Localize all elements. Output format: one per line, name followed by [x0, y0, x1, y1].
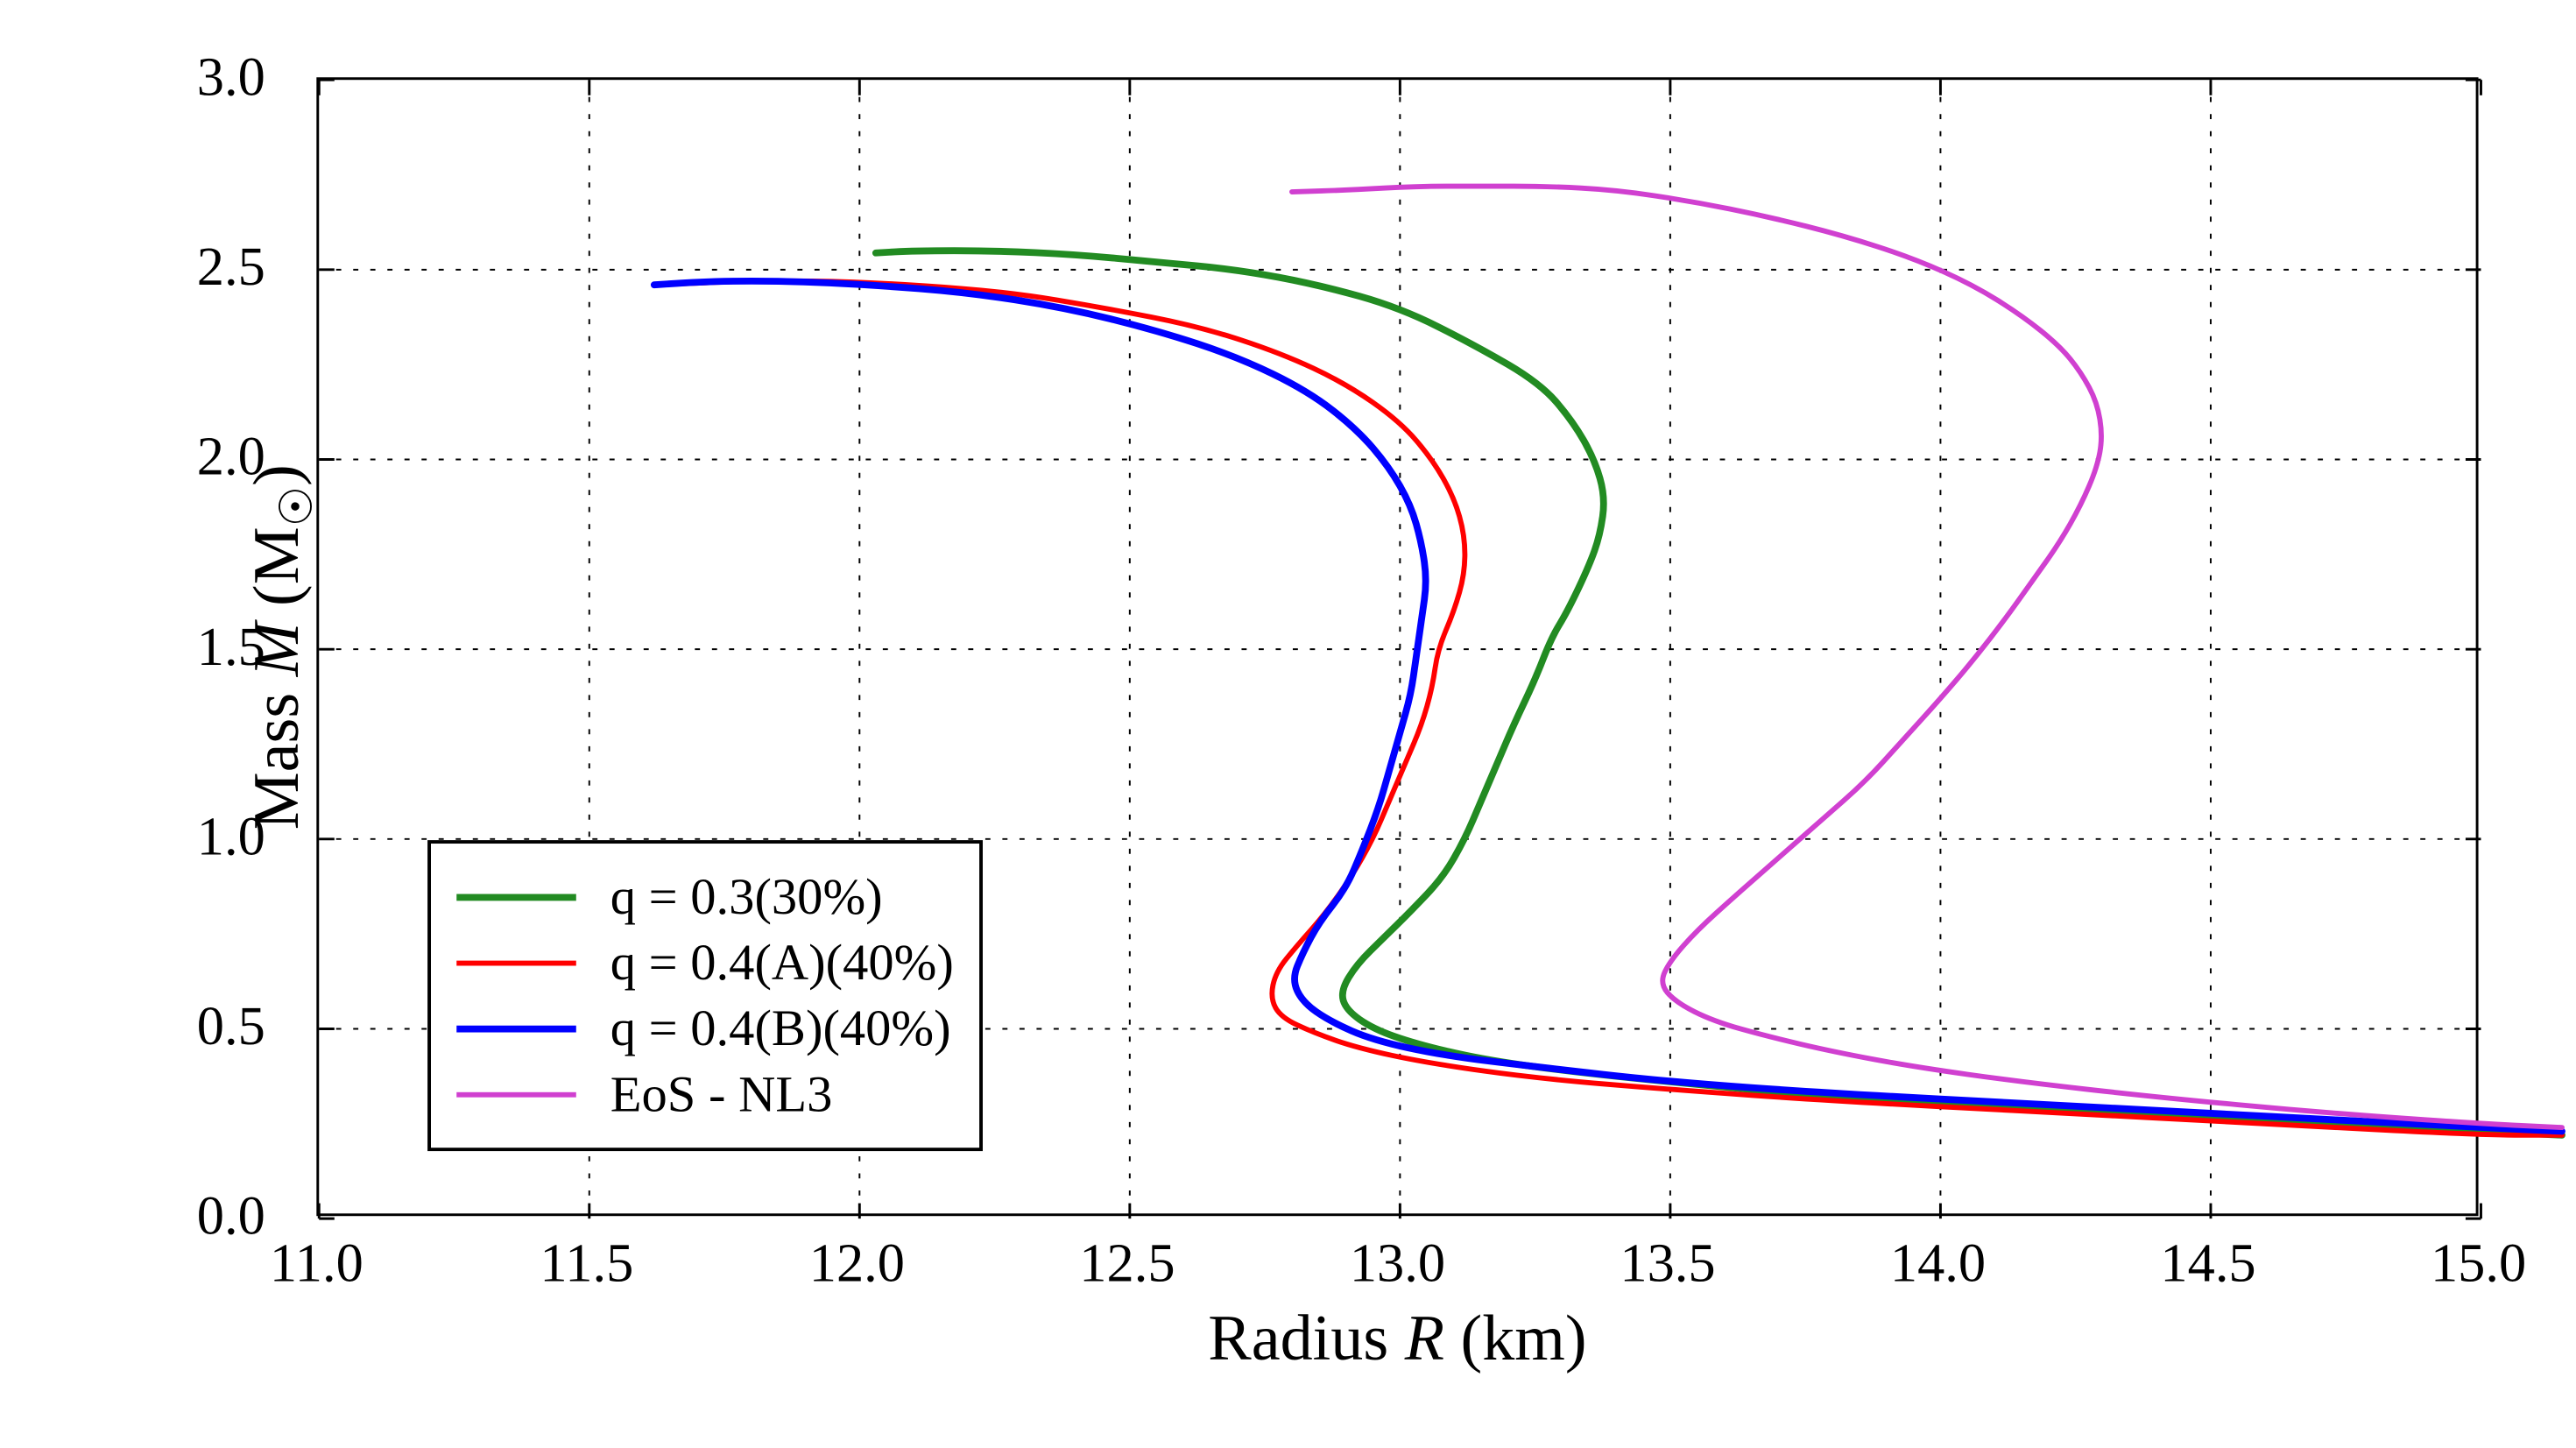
x-axis-label: Radius R (km)	[1208, 1302, 1586, 1376]
x-tick-label: 12.0	[809, 1232, 905, 1295]
legend-label: q = 0.3(30%)	[610, 867, 883, 926]
x-tick-label: 13.5	[1620, 1232, 1715, 1295]
x-tick-label: 12.5	[1079, 1232, 1175, 1295]
x-tick-label: 15.0	[2431, 1232, 2526, 1295]
legend-item: EoS - NL3	[456, 1065, 954, 1124]
series-curve	[1292, 187, 2562, 1128]
chart-container: 11.011.512.012.513.013.514.014.515.00.00…	[18, 18, 2495, 1395]
x-tick-label: 13.0	[1350, 1232, 1445, 1295]
legend-label: EoS - NL3	[610, 1065, 833, 1124]
y-tick-label: 2.5	[197, 236, 265, 299]
y-tick-label: 3.0	[197, 46, 265, 109]
legend-label: q = 0.4(B)(40%)	[610, 999, 951, 1058]
x-tick-label: 11.0	[270, 1232, 363, 1295]
legend-item: q = 0.4(A)(40%)	[456, 934, 954, 992]
x-tick-label: 14.0	[1890, 1232, 1986, 1295]
x-tick-label: 14.5	[2160, 1232, 2255, 1295]
x-tick-label: 11.5	[540, 1232, 633, 1295]
legend-line	[456, 1025, 576, 1032]
y-axis-label: Mass M (M☉)	[240, 464, 323, 830]
legend-label: q = 0.4(A)(40%)	[610, 934, 954, 992]
legend-item: q = 0.3(30%)	[456, 867, 954, 926]
y-tick-label: 0.0	[197, 1184, 265, 1247]
y-tick-label: 0.5	[197, 994, 265, 1057]
legend-line	[456, 894, 576, 901]
series-curve	[876, 251, 2562, 1135]
legend-item: q = 0.4(B)(40%)	[456, 999, 954, 1058]
legend-line	[456, 960, 576, 965]
legend-line	[456, 1091, 576, 1097]
legend: q = 0.3(30%) q = 0.4(A)(40%) q = 0.4(B)(40…	[427, 840, 983, 1151]
